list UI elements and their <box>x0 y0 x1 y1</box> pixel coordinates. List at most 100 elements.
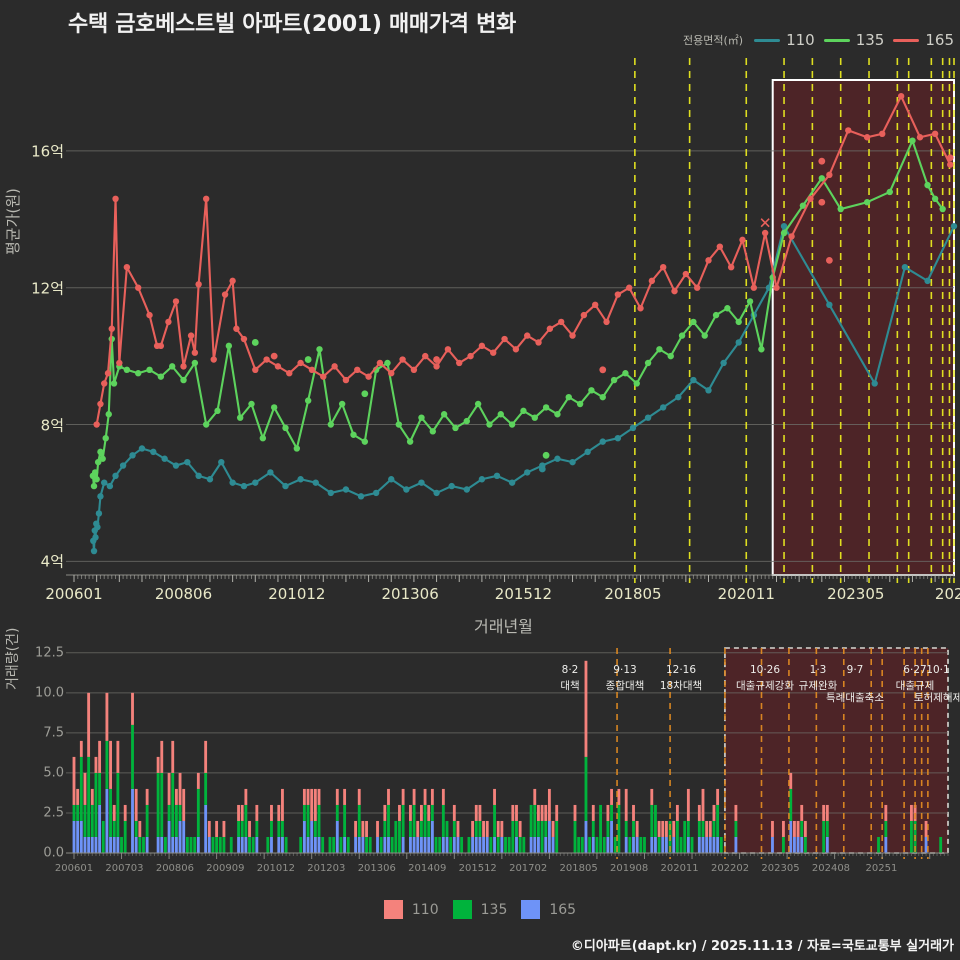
volume-bar-135 <box>167 804 171 821</box>
volume-bar-110 <box>551 820 555 837</box>
volume-bar-135 <box>270 820 273 837</box>
volume-bar-110 <box>913 804 917 821</box>
price-point-110 <box>312 479 319 486</box>
volume-bar-135 <box>939 836 943 853</box>
volume-bar-135 <box>529 804 533 837</box>
price-point-110 <box>644 414 652 421</box>
price-point-110 <box>780 222 788 230</box>
price-point-110 <box>629 424 637 432</box>
volume-bar-135 <box>544 820 548 837</box>
price-point-135 <box>259 435 267 442</box>
volume-bar-165 <box>610 820 613 853</box>
volume-bar-135 <box>101 820 105 853</box>
price-point-165 <box>376 359 384 367</box>
price-point-135 <box>909 137 916 144</box>
volume-bar-135 <box>123 820 127 853</box>
volume-annotation-text: 18차대책 <box>659 680 703 692</box>
price-point-110 <box>448 482 455 490</box>
price-point-165 <box>331 363 338 370</box>
volume-bar-165 <box>131 788 134 853</box>
volume-bar-135 <box>877 836 880 853</box>
volume-bar-135 <box>584 756 588 821</box>
bar-legend-item-165[interactable]: 165 <box>521 900 576 919</box>
price-point-110 <box>95 510 103 517</box>
volume-bar-135 <box>438 836 442 853</box>
volume-bar-165 <box>354 836 358 853</box>
price-scatter-point <box>599 366 607 374</box>
volume-bar-135 <box>281 820 284 837</box>
volume-bar-110 <box>409 804 412 821</box>
volume-bar-110 <box>456 820 460 837</box>
price-point-165 <box>727 264 735 271</box>
price-point-135 <box>780 229 788 237</box>
price-point-165 <box>365 373 372 380</box>
volume-bar-110 <box>606 804 610 821</box>
volume-bar-135 <box>160 772 164 837</box>
price-point-110 <box>138 445 146 452</box>
price-point-165 <box>807 195 814 202</box>
price-point-165 <box>93 421 100 428</box>
price-point-165 <box>916 134 924 141</box>
volume-bar-110 <box>555 804 559 821</box>
bar-legend-label-110: 110 <box>411 901 439 918</box>
volume-bar-110 <box>789 772 793 789</box>
volume-annotation-text: 특례대출축소 <box>826 692 884 704</box>
volume-bar-110 <box>496 820 500 837</box>
volume-bar-110 <box>686 788 690 821</box>
volume-bar-135 <box>910 820 913 853</box>
volume-bar-135 <box>299 836 303 853</box>
price-point-165 <box>705 257 712 264</box>
legend-item-135[interactable]: 135 <box>823 31 884 49</box>
price-point-135 <box>837 205 844 213</box>
volume-bar-135 <box>174 804 178 837</box>
volume-bar-135 <box>657 836 661 853</box>
price-point-135 <box>225 342 233 350</box>
price-point-165 <box>467 352 474 360</box>
bar-legend-item-135[interactable]: 135 <box>452 900 507 919</box>
price-point-110 <box>357 493 365 500</box>
volume-bar-110 <box>650 788 654 805</box>
price-point-110 <box>735 339 742 346</box>
volume-bar-135 <box>650 804 654 837</box>
price-point-135 <box>588 387 595 394</box>
bar-legend-swatch-110 <box>383 900 403 919</box>
volume-bar-110 <box>270 804 273 821</box>
price-point-110 <box>94 523 101 531</box>
price-point-165 <box>274 363 282 370</box>
price-point-135 <box>542 404 550 411</box>
volume-bar-165 <box>672 836 676 853</box>
price-point-165 <box>123 264 131 271</box>
legend-item-165[interactable]: 165 <box>893 31 954 49</box>
price-x-tick: 2025 <box>934 585 960 603</box>
volume-bar-110 <box>302 788 306 805</box>
volume-bar-110 <box>482 820 485 837</box>
price-point-135 <box>110 380 118 387</box>
volume-bar-110 <box>500 820 504 837</box>
legend-label-165: 165 <box>925 31 954 49</box>
volume-bar-135 <box>387 804 390 837</box>
price-point-110 <box>297 476 304 483</box>
price-point-135 <box>146 366 153 373</box>
volume-y-tick: 12.5 <box>35 645 64 661</box>
price-point-165 <box>308 366 316 373</box>
volume-bar-135 <box>306 804 310 837</box>
price-point-110 <box>705 387 712 394</box>
price-point-165 <box>172 298 180 305</box>
volume-bar-135 <box>712 820 716 837</box>
volume-annotation-date: 1·3 <box>809 664 827 676</box>
price-point-165 <box>286 370 293 377</box>
volume-bar-135 <box>474 820 478 837</box>
bar-legend-item-110[interactable]: 110 <box>383 900 439 919</box>
volume-bar-165 <box>116 836 120 853</box>
volume-bar-135 <box>229 836 233 853</box>
price-point-165 <box>558 318 565 326</box>
price-point-110 <box>478 476 486 483</box>
volume-bar-165 <box>701 836 705 853</box>
volume-bar-110 <box>672 820 676 837</box>
page-title: 수택 금호베스트빌 아파트(2001) 매매가격 변화 <box>68 12 516 37</box>
volume-bar-165 <box>606 836 610 853</box>
price-point-110 <box>599 438 606 445</box>
legend-item-110[interactable]: 110 <box>754 31 815 49</box>
volume-bar-135 <box>218 836 222 853</box>
price-point-110 <box>267 469 274 476</box>
